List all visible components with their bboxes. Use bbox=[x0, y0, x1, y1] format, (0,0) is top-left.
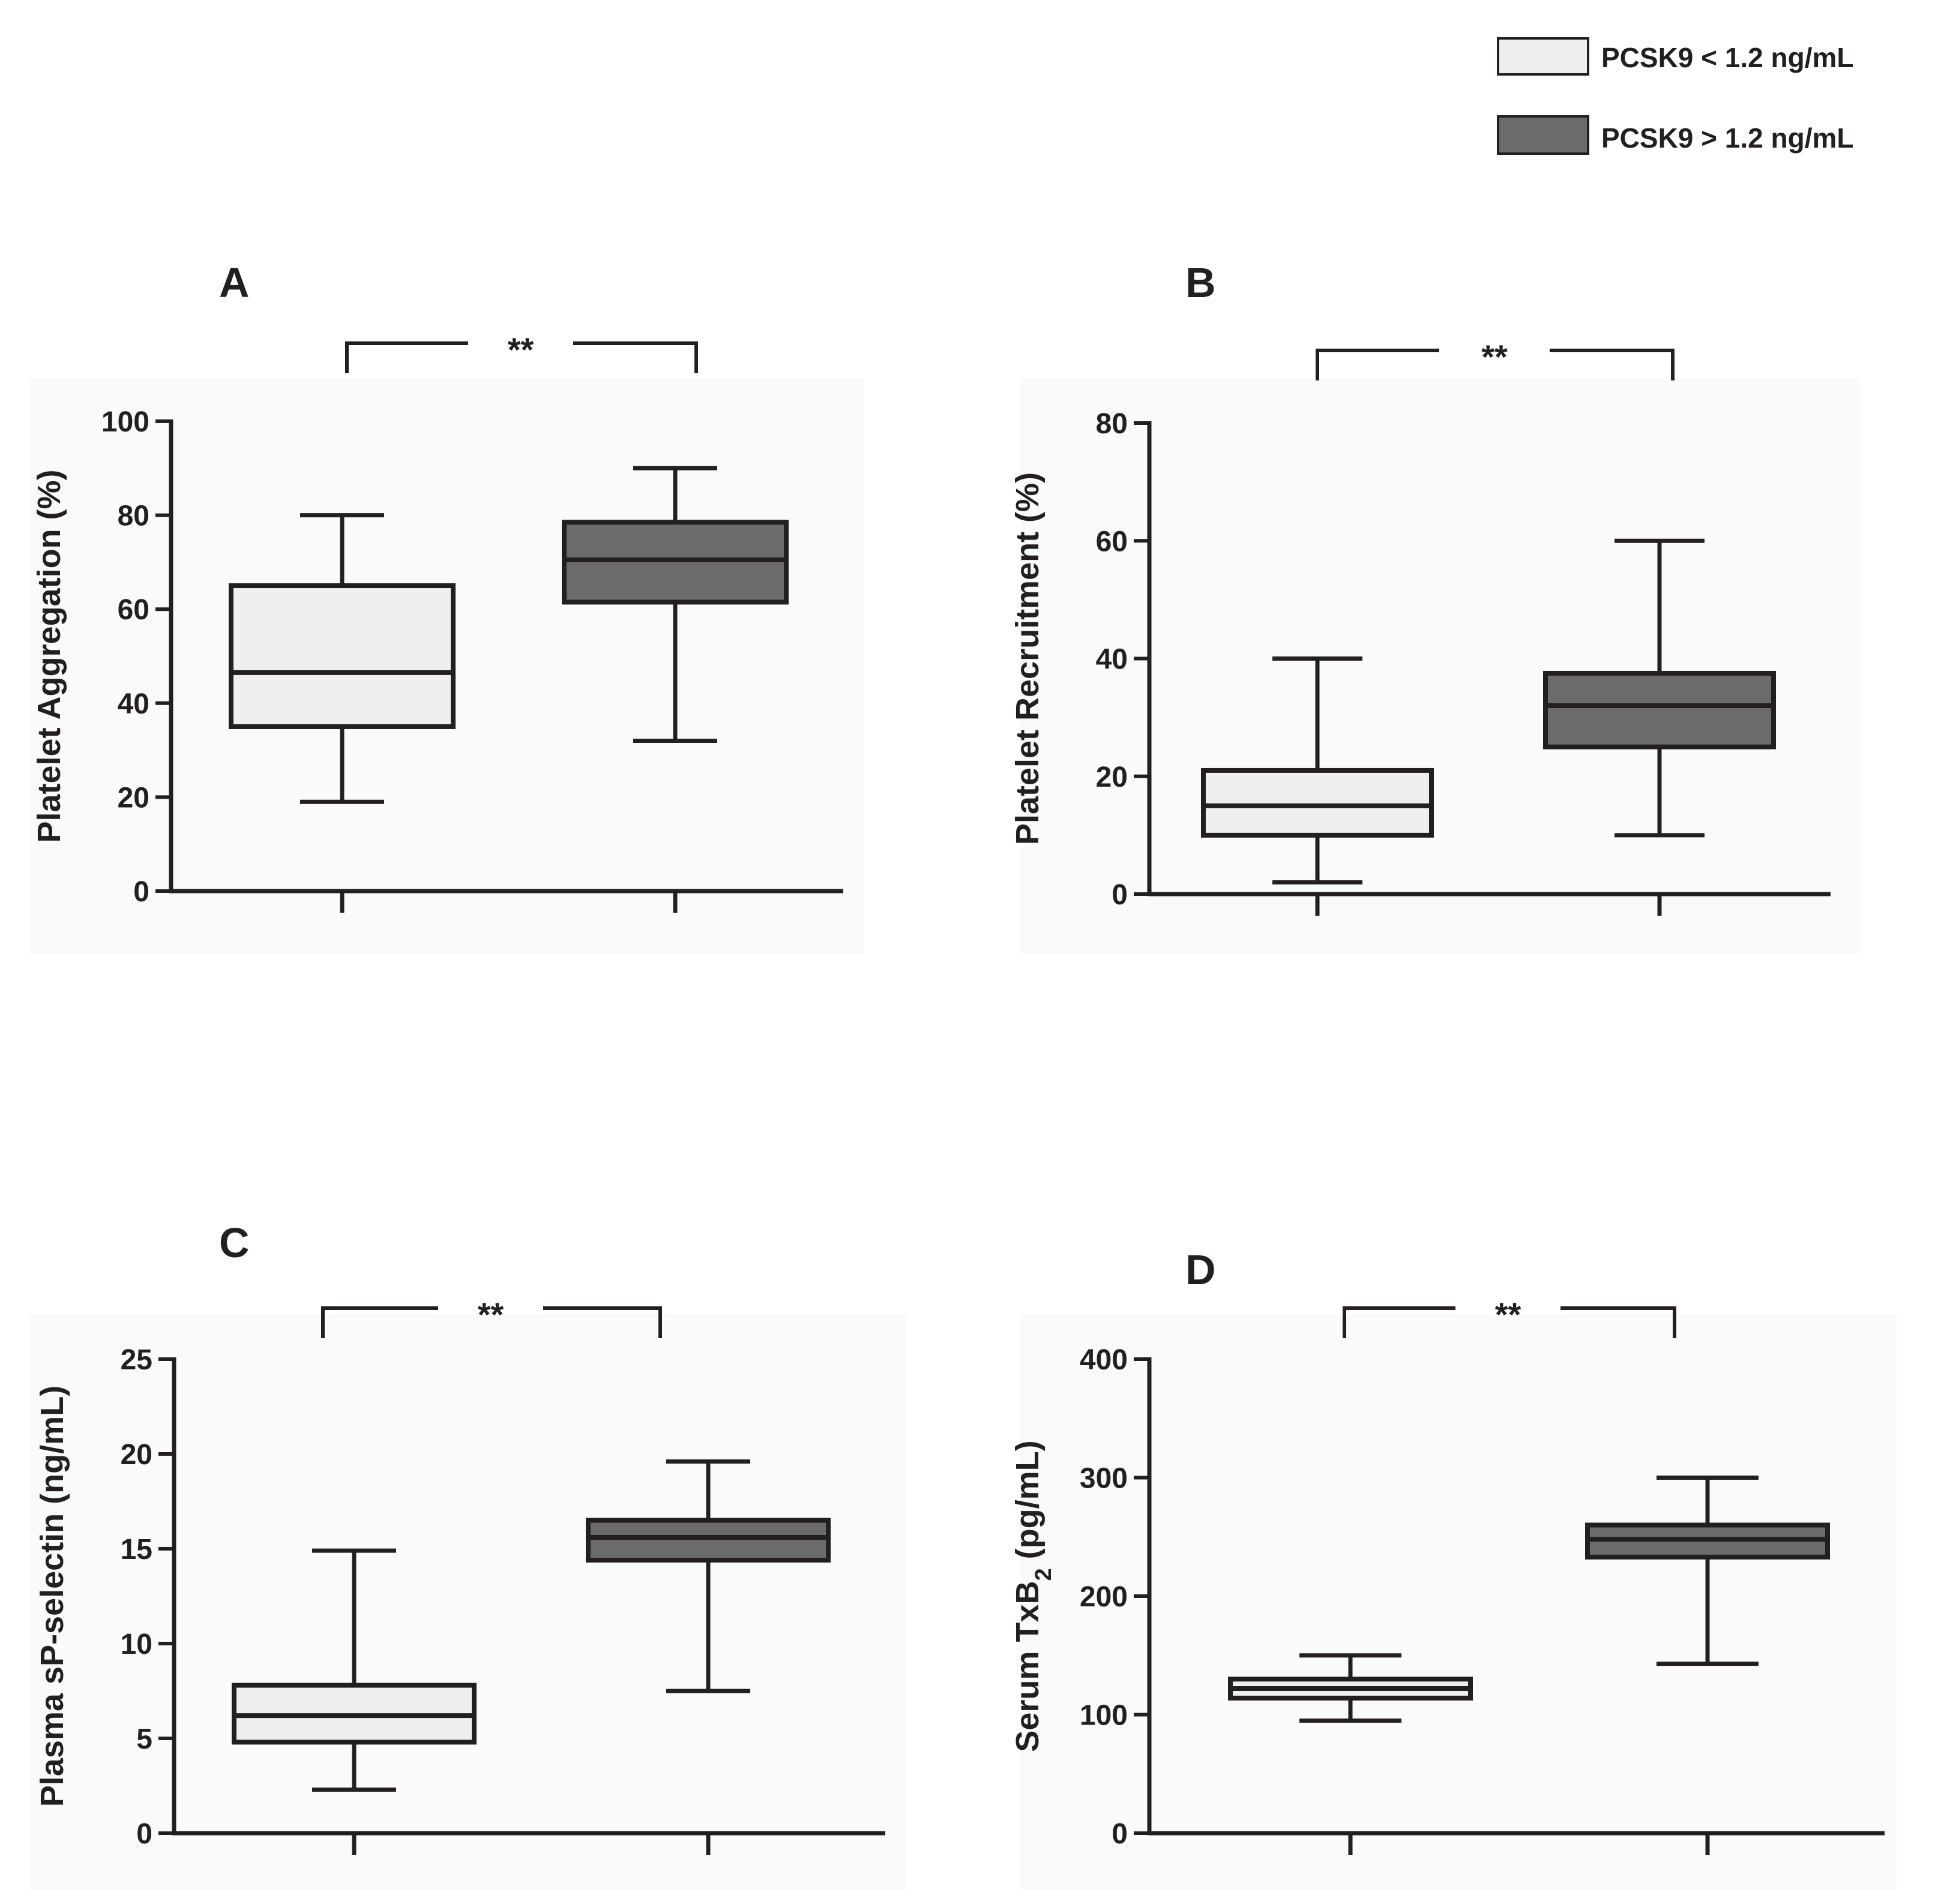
y-axis-title: Platelet Recruitment (%) bbox=[1010, 472, 1046, 845]
y-tick-label: 0 bbox=[133, 876, 149, 908]
significance-bracket-right bbox=[1550, 349, 1675, 380]
legend: PCSK9 < 1.2 ng/mL PCSK9 > 1.2 ng/mL bbox=[1497, 37, 1854, 155]
y-tick-label: 10 bbox=[121, 1629, 152, 1660]
box-high bbox=[586, 1459, 831, 1693]
y-axis-title-unit: (pg/mL) bbox=[1010, 1440, 1046, 1568]
y-tick-label: 0 bbox=[1112, 879, 1128, 911]
box-iqr bbox=[229, 583, 456, 729]
significance-bracket-right bbox=[543, 1306, 662, 1338]
panel-background bbox=[1020, 1314, 1897, 1890]
box-high bbox=[562, 466, 789, 743]
y-tick-label: 100 bbox=[101, 406, 149, 438]
y-tick-label: 80 bbox=[1096, 408, 1128, 440]
panel-c: C ** 0 5 10 15 20 25 Plasma sP-selectin (ng/mL) bbox=[30, 1219, 906, 1890]
y-tick-label: 0 bbox=[136, 1818, 152, 1850]
y-axis-title: Platelet Aggregation (%) bbox=[31, 469, 67, 842]
box-low bbox=[1228, 1653, 1473, 1723]
box-high bbox=[1543, 538, 1776, 838]
y-tick-label: 20 bbox=[121, 1439, 152, 1471]
y-tick-label: 40 bbox=[118, 688, 149, 720]
y-tick-label: 20 bbox=[118, 782, 149, 814]
legend-label-high: PCSK9 > 1.2 ng/mL bbox=[1601, 122, 1854, 154]
box-iqr bbox=[586, 1518, 831, 1563]
box-low bbox=[229, 513, 456, 804]
legend-label-low: PCSK9 < 1.2 ng/mL bbox=[1601, 42, 1854, 73]
significance-bracket-left bbox=[345, 341, 468, 373]
y-tick-label: 200 bbox=[1080, 1581, 1128, 1613]
y-tick-label: 80 bbox=[118, 500, 149, 532]
y-axis-title: Serum TxB2 (pg/mL) bbox=[1010, 1440, 1056, 1752]
significance-label: ** bbox=[1495, 1296, 1521, 1333]
y-tick-label: 300 bbox=[1080, 1463, 1128, 1495]
panel-b: B ** 0 20 40 60 80 Platelet Recruitment (%) bbox=[1010, 259, 1861, 954]
panel-background bbox=[1020, 378, 1861, 954]
significance-label: ** bbox=[478, 1296, 504, 1333]
panel-letter: C bbox=[219, 1219, 250, 1266]
significance-bracket-left bbox=[1316, 349, 1439, 380]
significance-bracket-right bbox=[573, 341, 698, 373]
box-iqr bbox=[1543, 671, 1776, 749]
y-tick-label: 60 bbox=[118, 594, 149, 626]
box-iqr bbox=[1201, 767, 1434, 838]
y-axis-title-text: Platelet Recruitment (%) bbox=[1010, 472, 1046, 845]
panel-background bbox=[30, 1314, 906, 1890]
panel-letter: A bbox=[219, 259, 250, 306]
significance-bracket-left bbox=[1343, 1306, 1455, 1338]
y-tick-label: 25 bbox=[121, 1344, 152, 1376]
panel-d: D ** 0 100 200 300 400 Serum TxB2 (pg/mL) bbox=[1010, 1246, 1897, 1890]
significance-label: ** bbox=[1481, 338, 1508, 376]
y-tick-label: 0 bbox=[1112, 1818, 1128, 1850]
box-high bbox=[1585, 1476, 1830, 1666]
y-tick-label: 400 bbox=[1080, 1344, 1128, 1376]
legend-swatch-low bbox=[1497, 37, 1589, 76]
y-tick-label: 40 bbox=[1096, 644, 1128, 676]
y-axis-title: Plasma sP-selectin (ng/mL) bbox=[34, 1386, 70, 1807]
y-axis-title-text: Plasma sP-selectin (ng/mL) bbox=[34, 1386, 70, 1807]
y-tick-label: 15 bbox=[121, 1534, 152, 1566]
panel-letter: D bbox=[1185, 1246, 1216, 1293]
box-low bbox=[232, 1548, 477, 1792]
y-tick-label: 5 bbox=[136, 1723, 152, 1755]
legend-swatch-high bbox=[1497, 115, 1589, 155]
significance-label: ** bbox=[508, 331, 534, 368]
box-low bbox=[1201, 656, 1434, 884]
y-axis-title-text: Serum TxB bbox=[1010, 1581, 1046, 1752]
significance-bracket-right bbox=[1560, 1306, 1676, 1338]
y-tick-label: 20 bbox=[1096, 761, 1128, 793]
panel-a: A ** 0 20 40 60 80 100 Platelet Aggregation (%) bbox=[30, 259, 864, 954]
y-tick-label: 60 bbox=[1096, 526, 1128, 557]
y-axis-title-text: Platelet Aggregation (%) bbox=[31, 469, 67, 842]
y-tick-label: 100 bbox=[1080, 1700, 1128, 1732]
y-axis-title-subscript: 2 bbox=[1031, 1568, 1056, 1581]
significance-bracket-left bbox=[321, 1306, 438, 1338]
panel-letter: B bbox=[1185, 259, 1216, 306]
